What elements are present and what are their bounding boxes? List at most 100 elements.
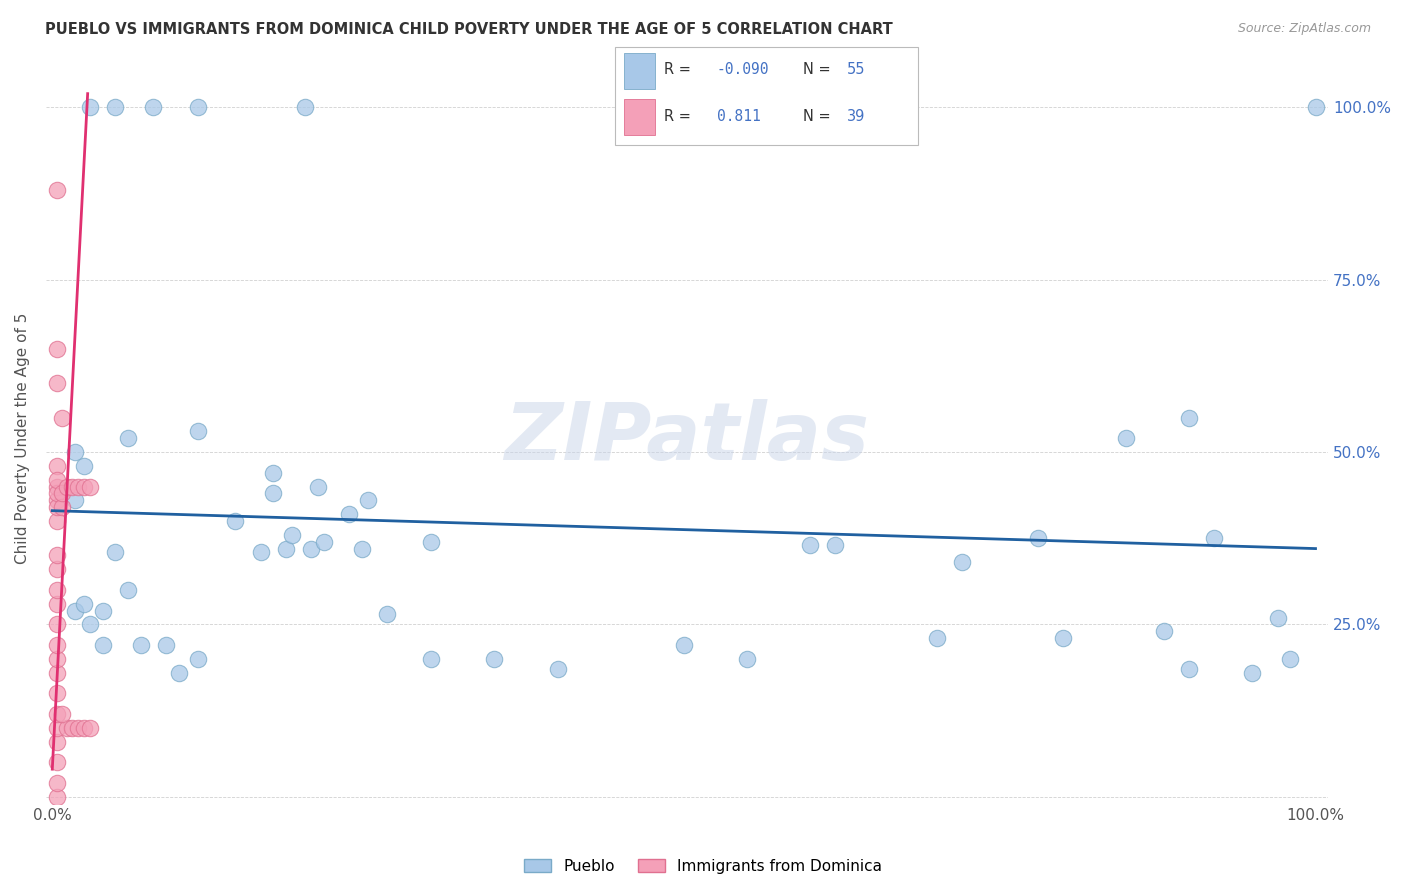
Point bbox=[62, 721, 84, 735]
Point bbox=[799, 538, 821, 552]
Point bbox=[46, 686, 69, 700]
Point bbox=[1026, 531, 1049, 545]
Point bbox=[46, 486, 69, 500]
Text: -0.090: -0.090 bbox=[717, 62, 769, 77]
Point bbox=[46, 617, 69, 632]
Text: 0.811: 0.811 bbox=[717, 109, 761, 124]
Point bbox=[104, 545, 127, 559]
Point bbox=[167, 665, 190, 680]
Text: Source: ZipAtlas.com: Source: ZipAtlas.com bbox=[1237, 22, 1371, 36]
Point bbox=[46, 638, 69, 652]
Point bbox=[51, 486, 73, 500]
Point bbox=[46, 665, 69, 680]
Point bbox=[735, 652, 758, 666]
Point bbox=[46, 479, 69, 493]
Point bbox=[73, 597, 96, 611]
Point bbox=[46, 652, 69, 666]
Point bbox=[224, 514, 246, 528]
Point bbox=[46, 776, 69, 790]
Point bbox=[187, 100, 209, 114]
Point bbox=[1153, 624, 1175, 639]
Point bbox=[104, 100, 127, 114]
Point bbox=[51, 410, 73, 425]
Text: R =: R = bbox=[664, 62, 692, 77]
Point bbox=[46, 493, 69, 508]
Point bbox=[262, 486, 284, 500]
Point bbox=[350, 541, 373, 556]
Legend: Pueblo, Immigrants from Dominica: Pueblo, Immigrants from Dominica bbox=[517, 853, 889, 880]
Point bbox=[79, 100, 101, 114]
Point bbox=[672, 638, 695, 652]
Point bbox=[63, 445, 86, 459]
Point bbox=[281, 528, 304, 542]
Point bbox=[925, 631, 948, 645]
Point bbox=[79, 617, 101, 632]
Point bbox=[91, 638, 114, 652]
Point bbox=[187, 652, 209, 666]
Point bbox=[56, 479, 79, 493]
Point bbox=[46, 756, 69, 770]
Point bbox=[1115, 431, 1137, 445]
Point bbox=[1178, 662, 1201, 676]
Point bbox=[950, 555, 973, 569]
Point bbox=[420, 534, 443, 549]
Point bbox=[62, 479, 84, 493]
FancyBboxPatch shape bbox=[624, 53, 655, 88]
Point bbox=[63, 604, 86, 618]
Point bbox=[547, 662, 569, 676]
Text: 39: 39 bbox=[846, 109, 865, 124]
Point bbox=[375, 607, 398, 621]
Point bbox=[420, 652, 443, 666]
Point bbox=[187, 425, 209, 439]
Point bbox=[312, 534, 335, 549]
Text: 55: 55 bbox=[846, 62, 865, 77]
Point bbox=[1267, 610, 1289, 624]
Point bbox=[46, 582, 69, 597]
Point bbox=[129, 638, 152, 652]
Point bbox=[117, 431, 139, 445]
Point bbox=[1052, 631, 1074, 645]
Point bbox=[274, 541, 297, 556]
Point bbox=[824, 538, 846, 552]
Point bbox=[56, 721, 79, 735]
Point bbox=[79, 479, 101, 493]
Point bbox=[357, 493, 380, 508]
Point bbox=[1204, 531, 1226, 545]
Point bbox=[46, 514, 69, 528]
Y-axis label: Child Poverty Under the Age of 5: Child Poverty Under the Age of 5 bbox=[15, 312, 30, 564]
Point bbox=[73, 721, 96, 735]
Point bbox=[249, 545, 271, 559]
Point bbox=[51, 500, 73, 515]
Point bbox=[46, 706, 69, 721]
Point bbox=[79, 721, 101, 735]
Point bbox=[46, 376, 69, 391]
Point bbox=[66, 479, 89, 493]
Point bbox=[73, 458, 96, 473]
Point bbox=[46, 183, 69, 197]
Point bbox=[46, 549, 69, 563]
Text: R =: R = bbox=[664, 109, 692, 124]
Point bbox=[46, 562, 69, 576]
Text: N =: N = bbox=[803, 109, 831, 124]
Point bbox=[46, 500, 69, 515]
Point bbox=[299, 541, 322, 556]
Point bbox=[484, 652, 506, 666]
Point bbox=[117, 582, 139, 597]
Point bbox=[91, 604, 114, 618]
Point bbox=[337, 507, 360, 521]
FancyBboxPatch shape bbox=[614, 46, 918, 145]
Text: ZIPatlas: ZIPatlas bbox=[505, 400, 869, 477]
Point bbox=[1305, 100, 1327, 114]
Point bbox=[294, 100, 316, 114]
Point bbox=[46, 789, 69, 804]
Point bbox=[46, 734, 69, 748]
Point bbox=[46, 473, 69, 487]
Point bbox=[73, 479, 96, 493]
Point bbox=[46, 342, 69, 356]
Point bbox=[46, 597, 69, 611]
Text: N =: N = bbox=[803, 62, 831, 77]
Point bbox=[142, 100, 165, 114]
FancyBboxPatch shape bbox=[624, 99, 655, 135]
Point bbox=[46, 721, 69, 735]
Point bbox=[1178, 410, 1201, 425]
